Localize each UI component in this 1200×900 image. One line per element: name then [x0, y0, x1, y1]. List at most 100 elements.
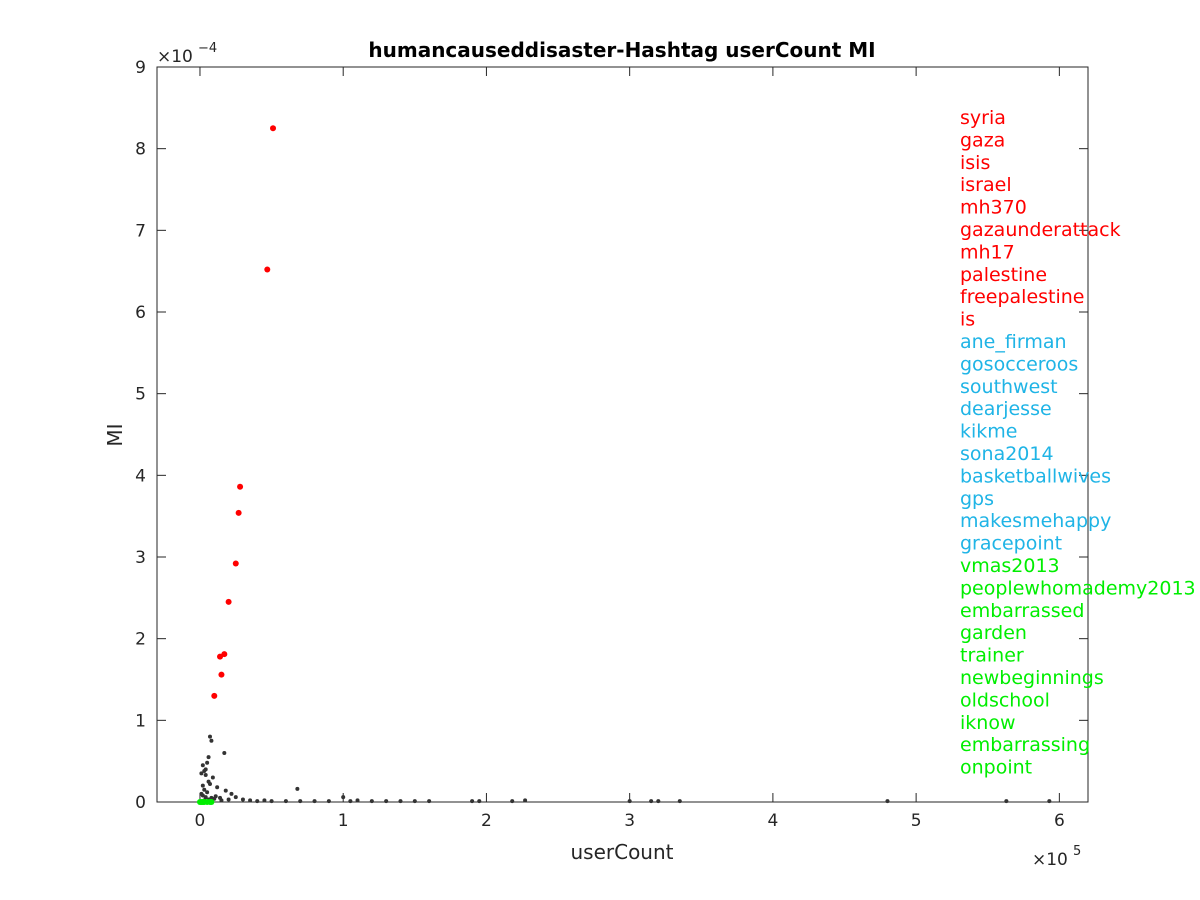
plot-frame	[156, 66, 1089, 803]
legend-label: embarrassed	[960, 600, 1084, 622]
bottom-data-point	[208, 799, 215, 805]
other-data-point	[312, 799, 317, 804]
other-data-point	[202, 787, 207, 792]
other-data-point	[326, 799, 331, 804]
other-data-point	[649, 799, 654, 804]
other-data-point	[295, 786, 300, 791]
other-data-point	[298, 799, 303, 804]
other-data-point	[205, 790, 210, 795]
legend-label: isis	[960, 152, 990, 174]
other-data-point	[240, 797, 245, 802]
legend-label: gps	[960, 488, 994, 510]
other-data-point	[207, 734, 212, 739]
y-axis-ticks: 0 1 2 3 4 5 6 7 8 9	[135, 58, 1088, 813]
other-data-point	[262, 798, 267, 803]
other-data-point	[215, 785, 220, 790]
legend-label: embarrassing	[960, 734, 1090, 756]
legend-label: mh370	[960, 197, 1027, 219]
other-data-point	[510, 799, 515, 804]
top-data-point	[270, 125, 277, 132]
other-data-point	[627, 799, 632, 804]
y-tick-label: 5	[135, 385, 146, 405]
legend-label: basketballwives	[960, 465, 1111, 487]
other-data-point	[1004, 799, 1009, 804]
other-data-point	[470, 799, 475, 804]
other-data-point	[205, 760, 210, 765]
legend-label: trainer	[960, 645, 1024, 667]
y-tick-label: 7	[135, 221, 146, 241]
other-data-point	[222, 751, 227, 755]
other-data-point	[398, 799, 403, 804]
legend-label: gracepoint	[960, 533, 1062, 555]
other-data-point	[200, 763, 205, 768]
x-tick-label: 4	[767, 811, 778, 831]
other-data-point	[248, 798, 253, 803]
other-data-point	[677, 799, 682, 804]
legend-label: iknow	[960, 712, 1016, 734]
other-data-point	[223, 788, 228, 793]
legend-label: dearjesse	[960, 398, 1052, 420]
x-tick-label: 3	[624, 811, 635, 831]
other-data-point	[412, 799, 417, 804]
legend-label: onpoint	[960, 757, 1032, 779]
other-data-point	[229, 791, 234, 796]
top-data-point	[235, 509, 242, 516]
legend-label: gosocceroos	[960, 353, 1078, 375]
top-data-point	[218, 671, 225, 678]
y-tick-label: 6	[135, 303, 146, 323]
top-data-point	[211, 692, 218, 699]
other-data-point	[656, 799, 661, 804]
legend-label: israel	[960, 174, 1012, 196]
other-data-point	[218, 795, 223, 800]
other-data-point	[200, 783, 205, 788]
legend-label: kikme	[960, 421, 1017, 443]
y-tick-label: 0	[135, 793, 146, 813]
top-data-point	[237, 483, 244, 490]
legend-label: vmas2013	[960, 555, 1060, 577]
other-data-point	[1047, 799, 1052, 804]
x-axis-label: userCount	[570, 840, 673, 864]
other-data-point	[213, 794, 218, 799]
x-tick-label: 1	[338, 811, 349, 831]
other-data-point	[885, 799, 890, 804]
plot-area: 0 1 2 3 4 5 6 0 1 2 3 4 5 6 7 8 9	[135, 58, 1089, 831]
y-tick-label: 3	[135, 548, 146, 568]
other-data-point	[203, 795, 208, 800]
legend-label: gaza	[960, 129, 1005, 151]
other-data-point	[199, 771, 204, 776]
other-data-point	[523, 798, 528, 803]
legend-label: palestine	[960, 264, 1047, 286]
data-points	[196, 125, 1052, 805]
other-data-point	[255, 799, 260, 804]
x-tick-label: 0	[195, 811, 206, 831]
top-data-point	[264, 266, 271, 273]
y-multiplier-base: ×10	[157, 47, 193, 67]
other-data-point	[233, 795, 238, 800]
other-data-point	[355, 798, 360, 803]
other-data-point	[226, 797, 231, 802]
other-data-point	[210, 775, 215, 780]
other-data-point	[269, 799, 274, 804]
legend-label: peoplewhomademy2013	[960, 577, 1196, 599]
legend-label: ane_firman	[960, 331, 1067, 353]
top-data-point	[225, 598, 232, 605]
other-data-point	[209, 795, 214, 800]
legend-label: southwest	[960, 376, 1058, 398]
x-tick-label: 5	[911, 811, 922, 831]
y-tick-label: 2	[135, 630, 146, 650]
legend-label: gazaunderattack	[960, 219, 1121, 241]
y-tick-label: 9	[135, 58, 146, 78]
x-tick-label: 6	[1054, 811, 1065, 831]
y-tick-label: 1	[135, 711, 146, 731]
other-data-point	[206, 755, 211, 760]
legend-label: syria	[960, 107, 1006, 129]
legend-label: oldschool	[960, 689, 1050, 711]
x-axis-ticks: 0 1 2 3 4 5 6	[195, 67, 1065, 831]
other-data-point	[209, 738, 214, 743]
x-axis-multiplier: ×10 5	[1032, 844, 1081, 870]
y-axis-multiplier: ×10 −4	[157, 41, 217, 67]
top-data-point	[217, 653, 224, 660]
legend-label: makesmehappy	[960, 510, 1111, 532]
x-multiplier-base: ×10	[1032, 850, 1068, 870]
